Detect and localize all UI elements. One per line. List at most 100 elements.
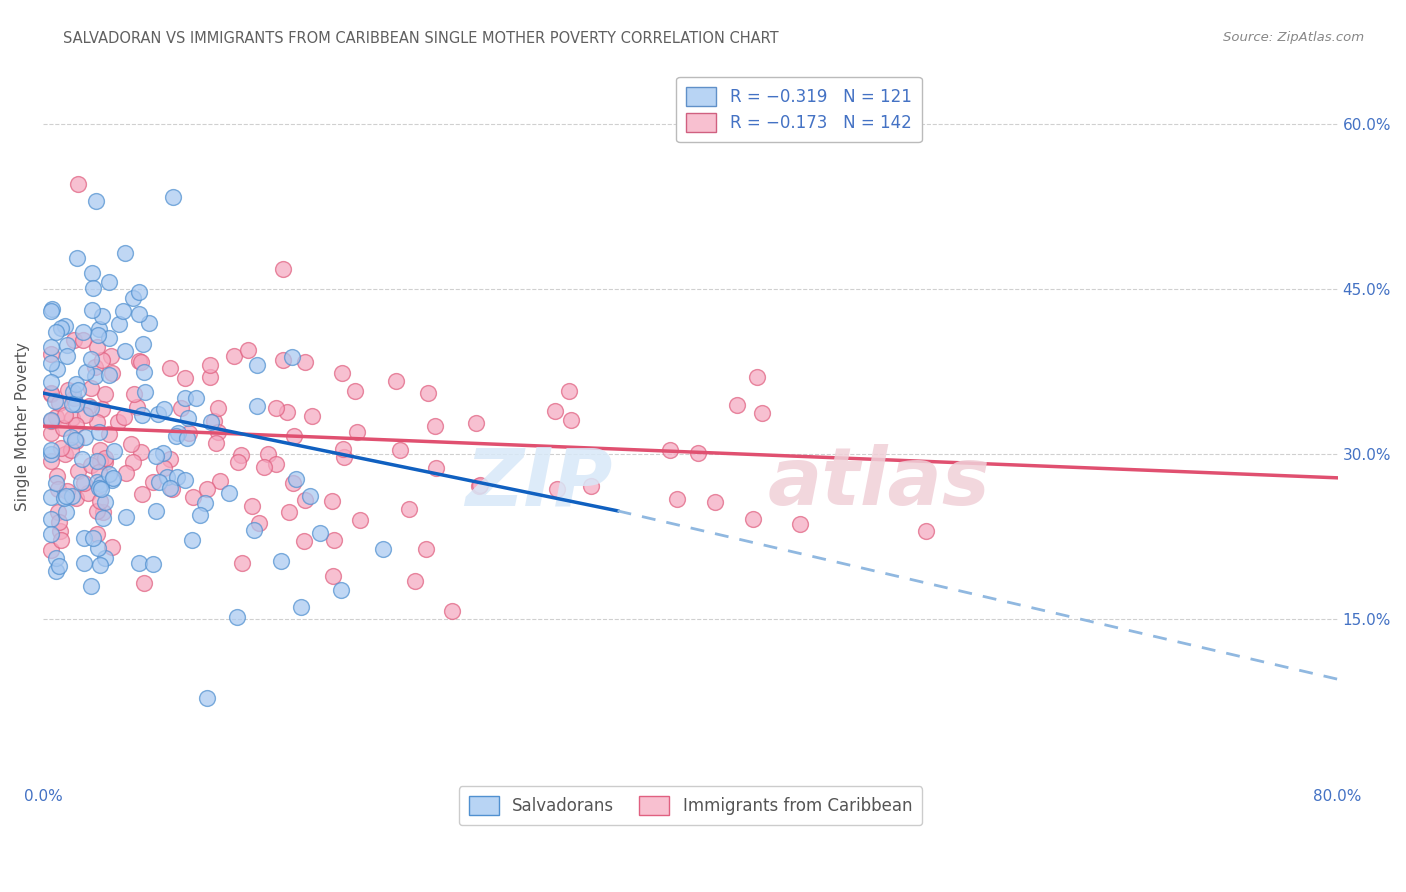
Point xyxy=(246,359,269,373)
Point xyxy=(76,486,98,500)
Point xyxy=(240,500,263,514)
Point xyxy=(94,551,117,566)
Point xyxy=(666,492,689,507)
Point xyxy=(48,396,70,410)
Point xyxy=(39,543,62,558)
Point xyxy=(294,493,316,508)
Point xyxy=(128,307,150,321)
Point xyxy=(80,352,103,367)
Point xyxy=(174,371,197,385)
Point xyxy=(89,322,111,336)
Point xyxy=(39,413,62,427)
Point xyxy=(277,505,299,519)
Point xyxy=(90,482,112,496)
Point xyxy=(294,355,316,369)
Point xyxy=(94,386,117,401)
Point xyxy=(425,461,447,475)
Point xyxy=(89,465,111,479)
Point xyxy=(121,292,143,306)
Point xyxy=(48,559,70,574)
Point xyxy=(72,333,94,347)
Point xyxy=(349,513,371,527)
Point xyxy=(253,459,276,474)
Point xyxy=(55,489,77,503)
Point xyxy=(173,392,195,406)
Point xyxy=(388,443,411,458)
Point xyxy=(86,415,108,429)
Point xyxy=(299,489,322,503)
Point xyxy=(371,541,394,556)
Point xyxy=(90,477,112,491)
Point xyxy=(103,444,125,458)
Point xyxy=(156,470,179,484)
Point xyxy=(91,505,114,519)
Point xyxy=(51,533,73,547)
Point xyxy=(41,301,63,316)
Point xyxy=(91,511,114,525)
Point xyxy=(544,404,567,418)
Point xyxy=(80,380,103,394)
Point xyxy=(557,384,579,398)
Point xyxy=(131,444,153,458)
Point xyxy=(132,336,155,351)
Point xyxy=(181,533,204,548)
Point xyxy=(162,190,184,204)
Point xyxy=(39,527,62,541)
Point xyxy=(39,414,62,428)
Point xyxy=(134,384,156,399)
Point xyxy=(86,475,108,489)
Point xyxy=(98,368,121,383)
Point xyxy=(45,476,67,491)
Point xyxy=(39,304,62,318)
Point xyxy=(276,405,298,419)
Point xyxy=(115,509,138,524)
Point xyxy=(138,316,160,330)
Point xyxy=(128,285,150,299)
Point xyxy=(94,451,117,466)
Point xyxy=(283,475,305,490)
Point xyxy=(170,401,193,416)
Point xyxy=(200,415,222,429)
Point xyxy=(86,527,108,541)
Point xyxy=(207,401,229,415)
Point xyxy=(39,356,62,370)
Point xyxy=(270,554,292,568)
Point xyxy=(167,426,190,441)
Legend: Salvadorans, Immigrants from Caribbean: Salvadorans, Immigrants from Caribbean xyxy=(458,786,922,825)
Point xyxy=(243,524,266,538)
Point xyxy=(131,408,153,422)
Point xyxy=(188,508,211,522)
Point xyxy=(82,531,104,545)
Point xyxy=(186,391,208,405)
Point xyxy=(83,369,105,384)
Point xyxy=(415,541,437,556)
Point xyxy=(52,421,75,435)
Point xyxy=(174,473,197,487)
Point xyxy=(73,531,96,545)
Point xyxy=(152,401,174,416)
Y-axis label: Single Mother Poverty: Single Mother Poverty xyxy=(15,342,30,510)
Point xyxy=(46,362,69,376)
Point xyxy=(323,533,346,547)
Point xyxy=(56,483,79,498)
Point xyxy=(914,524,936,538)
Point xyxy=(55,505,77,519)
Point xyxy=(87,481,110,495)
Point xyxy=(333,450,356,465)
Point xyxy=(218,485,240,500)
Point xyxy=(145,504,167,518)
Point xyxy=(56,338,79,352)
Point xyxy=(246,400,269,414)
Point xyxy=(114,344,136,359)
Point xyxy=(228,455,250,469)
Point xyxy=(231,556,253,570)
Point xyxy=(441,604,464,618)
Point xyxy=(39,512,62,526)
Point xyxy=(39,347,62,361)
Point xyxy=(49,524,72,538)
Point xyxy=(166,470,188,484)
Point xyxy=(53,318,76,333)
Point xyxy=(398,501,420,516)
Point xyxy=(195,690,218,705)
Point xyxy=(87,541,110,555)
